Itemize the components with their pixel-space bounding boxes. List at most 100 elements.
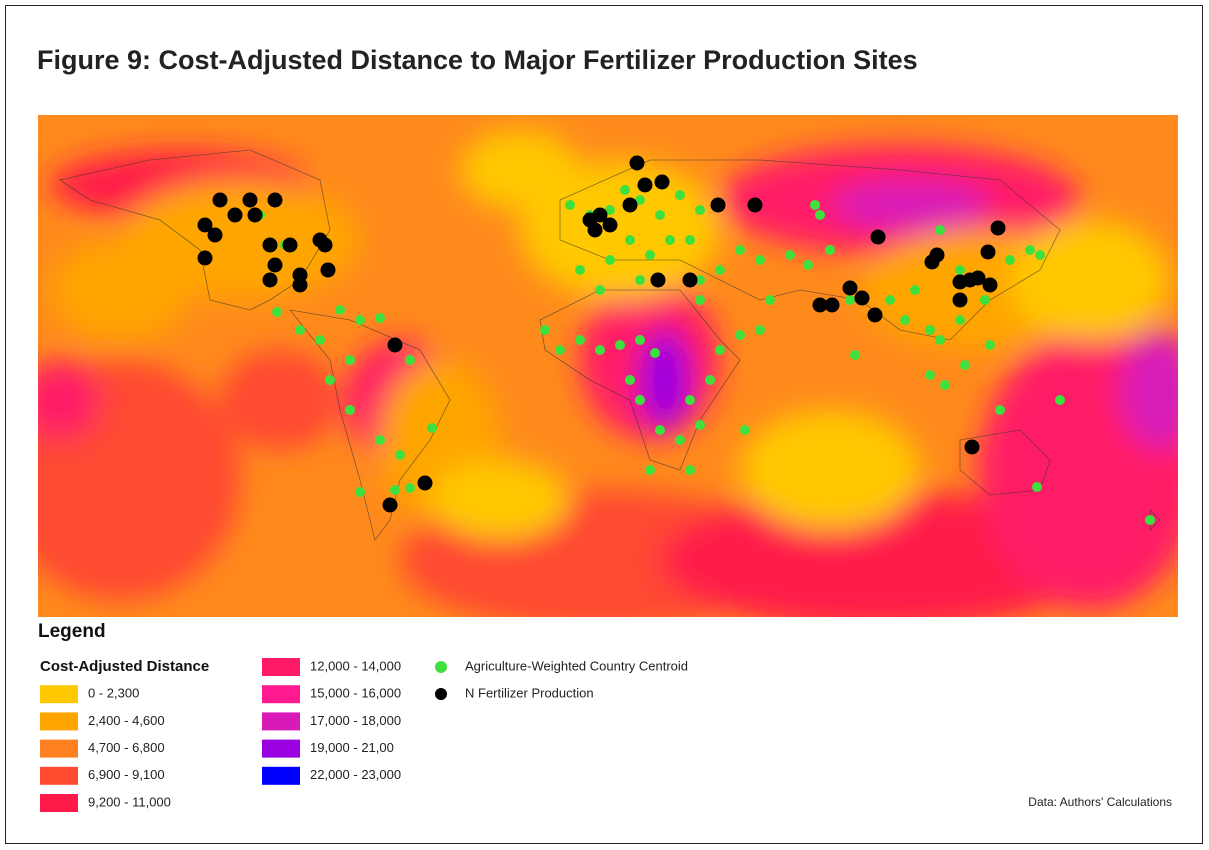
legend-swatch	[40, 794, 78, 812]
centroid-point	[685, 465, 695, 475]
legend-label: 9,200 - 11,000	[88, 794, 171, 809]
production-site	[982, 277, 998, 293]
legend-label: 17,000 - 18,000	[310, 713, 401, 728]
legend-label: 4,700 - 6,800	[88, 740, 165, 755]
centroid-point	[740, 425, 750, 435]
centroid-point	[1025, 245, 1035, 255]
centroid-point	[355, 315, 365, 325]
distance-surface	[38, 130, 1178, 617]
legend-symbol	[435, 661, 447, 673]
map-points	[197, 155, 1155, 525]
centroid-point	[395, 450, 405, 460]
centroid-point	[375, 313, 385, 323]
centroid-point	[635, 335, 645, 345]
production-site	[582, 212, 598, 228]
production-site	[207, 227, 223, 243]
production-site	[654, 174, 670, 190]
centroid-point	[595, 285, 605, 295]
legend-swatch	[262, 739, 300, 758]
production-site	[637, 177, 653, 193]
legend-label: 0 - 2,300	[88, 686, 139, 701]
production-site	[867, 307, 883, 323]
centroid-point	[650, 348, 660, 358]
centroid-point	[575, 265, 585, 275]
production-site	[312, 232, 328, 248]
production-site	[242, 192, 258, 208]
production-site	[197, 217, 213, 233]
frame	[5, 5, 1203, 844]
production-site	[870, 229, 886, 245]
centroid-point	[995, 405, 1005, 415]
centroid-point	[605, 255, 615, 265]
centroid-point	[810, 200, 820, 210]
legend-label: Agriculture-Weighted Country Centroid	[465, 658, 688, 673]
legend-swatch	[262, 712, 300, 731]
production-site	[227, 207, 243, 223]
centroid-point	[715, 345, 725, 355]
production-site	[812, 297, 828, 313]
source-note: Data: Authors' Calculations	[1028, 795, 1172, 809]
centroid-point	[345, 405, 355, 415]
centroid-point	[1055, 395, 1065, 405]
centroid-point	[625, 235, 635, 245]
centroid-point	[935, 225, 945, 235]
centroid-point	[985, 340, 995, 350]
centroid-point	[695, 205, 705, 215]
production-site	[710, 197, 726, 213]
centroid-point	[755, 325, 765, 335]
centroid-point	[765, 295, 775, 305]
centroid-point	[980, 295, 990, 305]
legend-swatch	[40, 766, 78, 785]
production-site	[267, 192, 283, 208]
centroid-point	[675, 190, 685, 200]
centroid-point	[1032, 482, 1042, 492]
centroid-point	[565, 200, 575, 210]
production-site	[387, 337, 403, 353]
centroid-point	[1005, 255, 1015, 265]
production-site	[382, 497, 398, 513]
centroid-point	[325, 375, 335, 385]
production-site	[650, 272, 666, 288]
production-site	[964, 439, 980, 455]
centroid-point	[645, 465, 655, 475]
centroid-point	[555, 345, 565, 355]
centroid-point	[645, 250, 655, 260]
production-site	[824, 297, 840, 313]
centroid-point	[625, 375, 635, 385]
centroid-point	[295, 325, 305, 335]
production-site	[682, 272, 698, 288]
production-site	[842, 280, 858, 296]
legend-label: 15,000 - 16,000	[310, 686, 401, 701]
production-site	[282, 237, 298, 253]
centroid-point	[695, 295, 705, 305]
centroid-point	[715, 265, 725, 275]
legend-label: 22,000 - 23,000	[310, 767, 401, 782]
centroid-point	[695, 420, 705, 430]
centroid-point	[655, 425, 665, 435]
centroid-point	[845, 295, 855, 305]
production-site	[990, 220, 1006, 236]
production-site	[267, 257, 283, 273]
production-site	[262, 237, 278, 253]
legend-label: 12,000 - 14,000	[310, 658, 401, 673]
centroid-point	[955, 265, 965, 275]
centroid-point	[405, 355, 415, 365]
centroid-point	[803, 260, 813, 270]
production-site	[320, 262, 336, 278]
centroid-point	[335, 305, 345, 315]
centroid-point	[655, 210, 665, 220]
centroid-point	[735, 245, 745, 255]
centroid-point	[665, 235, 675, 245]
production-site	[747, 197, 763, 213]
centroid-point	[405, 483, 415, 493]
centroid-point	[605, 205, 615, 215]
legend-label: N Fertilizer Production	[465, 685, 594, 700]
centroid-point	[620, 185, 630, 195]
legend-label: 6,900 - 9,100	[88, 767, 165, 782]
centroid-point	[685, 395, 695, 405]
centroid-point	[675, 435, 685, 445]
legend-swatch	[40, 712, 78, 731]
centroid-point	[427, 423, 437, 433]
legend-symbol	[435, 688, 447, 700]
centroid-point	[755, 255, 765, 265]
